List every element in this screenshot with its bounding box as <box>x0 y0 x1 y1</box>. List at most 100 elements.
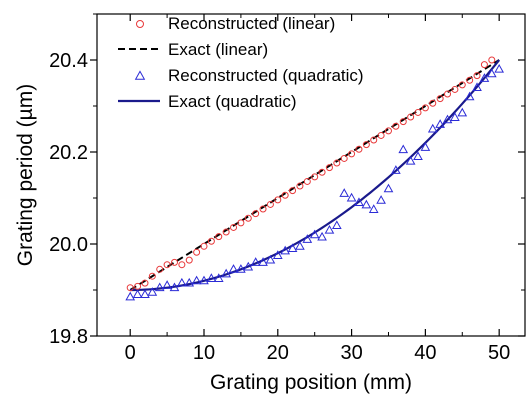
point-reconstructed-quadratic <box>427 123 438 133</box>
point-reconstructed-linear <box>296 182 304 190</box>
point-reconstructed-linear <box>340 154 348 162</box>
point-reconstructed-linear <box>222 228 230 236</box>
point-reconstructed-quadratic <box>457 107 468 117</box>
x-tick-label: 10 <box>193 342 215 364</box>
point-reconstructed-quadratic <box>287 243 298 253</box>
point-reconstructed-quadratic <box>162 280 172 289</box>
data-series <box>125 56 505 301</box>
y-tick-label: 20.2 <box>49 142 88 164</box>
x-tick-label: 0 <box>125 342 136 364</box>
point-reconstructed-quadratic <box>420 142 431 151</box>
point-reconstructed-linear <box>458 81 466 89</box>
point-reconstructed-quadratic <box>236 264 246 273</box>
point-reconstructed-quadratic <box>368 204 379 213</box>
point-reconstructed-linear <box>185 256 193 264</box>
point-reconstructed-linear <box>355 145 363 153</box>
legend-symbol-reconstructed-linear <box>136 20 144 28</box>
point-reconstructed-linear <box>414 108 422 116</box>
point-reconstructed-quadratic <box>295 241 305 250</box>
point-reconstructed-linear <box>370 136 378 144</box>
legend: Reconstructed (linear) Exact (linear) Reco… <box>118 14 364 111</box>
point-reconstructed-quadratic <box>250 257 261 266</box>
x-axis-title: Grating position (mm) <box>210 371 412 394</box>
point-reconstructed-quadratic <box>213 273 224 282</box>
point-reconstructed-linear <box>207 237 215 245</box>
legend-label: Reconstructed (quadratic) <box>168 66 364 85</box>
point-reconstructed-quadratic <box>140 289 150 299</box>
point-reconstructed-quadratic <box>339 188 350 197</box>
point-reconstructed-quadratic <box>398 144 409 154</box>
point-reconstructed-quadratic <box>346 192 357 202</box>
point-reconstructed-linear <box>318 168 326 176</box>
axis-ticks: 0 10 20 30 40 50 19.8 20.0 20.2 20.4 <box>49 13 525 364</box>
point-reconstructed-quadratic <box>486 68 497 78</box>
point-reconstructed-linear <box>134 282 142 290</box>
point-reconstructed-quadratic <box>206 273 217 282</box>
point-reconstructed-linear <box>311 173 319 181</box>
point-reconstructed-quadratic <box>472 82 482 92</box>
point-reconstructed-linear <box>362 141 370 149</box>
point-reconstructed-linear <box>480 61 488 69</box>
point-reconstructed-quadratic <box>132 289 143 299</box>
x-tick-label: 20 <box>267 342 289 364</box>
legend-symbol-reconstructed-quadratic <box>134 70 146 80</box>
point-reconstructed-quadratic <box>258 257 268 266</box>
point-reconstructed-linear <box>421 104 429 112</box>
point-reconstructed-linear <box>384 127 392 135</box>
point-reconstructed-quadratic <box>435 119 445 128</box>
point-reconstructed-linear <box>488 56 496 64</box>
point-reconstructed-linear <box>252 210 260 218</box>
point-reconstructed-linear <box>466 76 474 84</box>
x-tick-label: 40 <box>414 342 436 364</box>
point-reconstructed-linear <box>259 205 267 213</box>
y-axis-title: Grating period (µm) <box>14 84 37 267</box>
point-reconstructed-quadratic <box>450 112 460 121</box>
point-reconstructed-quadratic <box>265 254 276 264</box>
point-reconstructed-quadratic <box>413 151 423 161</box>
point-reconstructed-linear <box>325 164 333 172</box>
y-tick-label: 20.4 <box>49 50 88 72</box>
point-reconstructed-linear <box>215 233 223 241</box>
point-reconstructed-quadratic <box>479 73 490 82</box>
point-reconstructed-quadratic <box>199 275 209 285</box>
point-reconstructed-linear <box>392 122 400 130</box>
point-reconstructed-linear <box>281 191 289 199</box>
point-reconstructed-quadratic <box>391 165 401 174</box>
point-reconstructed-quadratic <box>302 234 313 243</box>
point-reconstructed-linear <box>436 95 444 103</box>
point-reconstructed-quadratic <box>317 231 327 241</box>
point-reconstructed-quadratic <box>243 261 254 271</box>
point-reconstructed-linear <box>274 196 282 204</box>
point-reconstructed-quadratic <box>184 277 195 287</box>
point-reconstructed-linear <box>244 214 252 222</box>
point-reconstructed-quadratic <box>361 199 372 209</box>
point-reconstructed-quadratic <box>309 229 320 239</box>
point-reconstructed-quadratic <box>354 197 364 207</box>
point-reconstructed-quadratic <box>147 287 158 296</box>
legend-label: Exact (linear) <box>168 40 268 59</box>
x-tick-label: 30 <box>340 342 362 364</box>
point-reconstructed-quadratic <box>221 268 231 278</box>
series-line-exact-linear <box>129 59 500 291</box>
point-reconstructed-quadratic <box>494 63 505 73</box>
legend-label: Exact (quadratic) <box>168 92 297 111</box>
point-reconstructed-quadratic <box>191 275 202 285</box>
point-reconstructed-quadratic <box>442 114 453 124</box>
y-tick-label: 20.0 <box>49 234 88 256</box>
legend-label: Reconstructed (linear) <box>168 14 335 33</box>
point-reconstructed-linear <box>230 223 238 231</box>
point-reconstructed-linear <box>333 159 341 167</box>
point-reconstructed-linear <box>429 99 437 107</box>
point-reconstructed-quadratic <box>405 155 416 165</box>
point-reconstructed-quadratic <box>280 245 291 255</box>
point-reconstructed-quadratic <box>125 291 136 301</box>
point-reconstructed-linear <box>473 72 481 80</box>
point-reconstructed-linear <box>451 85 459 93</box>
point-reconstructed-linear <box>178 261 186 269</box>
plot-frame <box>96 13 526 337</box>
point-reconstructed-quadratic <box>177 277 187 287</box>
point-reconstructed-linear <box>444 90 452 98</box>
x-tick-label: 50 <box>488 342 510 364</box>
point-reconstructed-linear <box>266 200 274 208</box>
